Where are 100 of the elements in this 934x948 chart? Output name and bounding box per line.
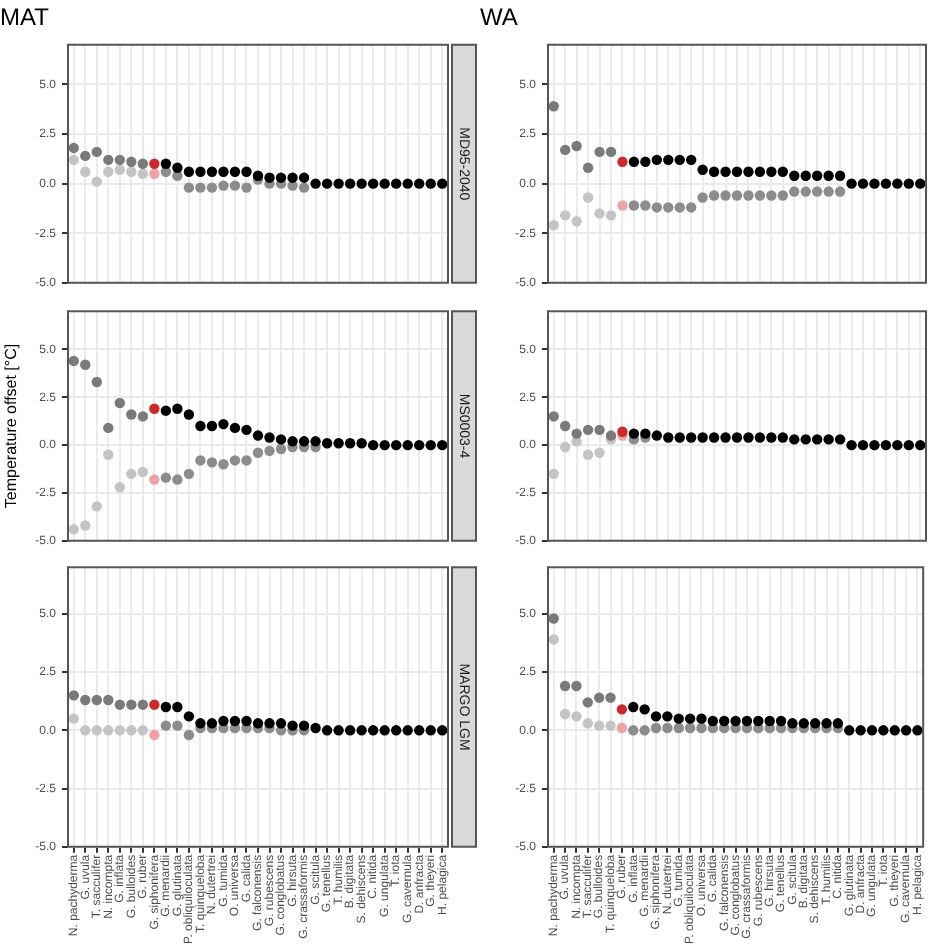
point xyxy=(582,192,594,203)
point xyxy=(275,443,287,454)
point xyxy=(559,709,571,720)
point xyxy=(696,723,707,734)
point xyxy=(298,721,310,732)
point xyxy=(582,718,593,730)
point xyxy=(91,376,102,387)
point xyxy=(195,182,206,193)
point xyxy=(103,695,114,706)
point xyxy=(892,439,903,450)
point xyxy=(114,725,126,737)
point xyxy=(800,186,811,197)
point xyxy=(640,156,651,168)
point xyxy=(103,725,114,737)
point xyxy=(663,431,674,442)
point xyxy=(114,700,126,711)
point xyxy=(628,725,639,737)
point xyxy=(218,166,229,177)
point xyxy=(137,158,149,169)
point xyxy=(651,429,663,441)
point xyxy=(356,437,367,448)
point xyxy=(390,725,402,737)
point xyxy=(80,150,91,162)
point xyxy=(605,146,617,158)
point xyxy=(137,466,149,477)
point xyxy=(229,166,241,177)
point xyxy=(379,178,390,189)
point xyxy=(114,164,126,175)
point xyxy=(789,170,800,181)
point xyxy=(674,154,685,166)
point xyxy=(287,721,298,732)
point xyxy=(310,723,321,734)
point xyxy=(571,681,582,692)
point xyxy=(628,156,640,168)
point xyxy=(754,166,766,177)
point xyxy=(172,721,183,732)
point xyxy=(832,718,844,730)
point xyxy=(616,723,628,734)
point xyxy=(68,142,79,154)
point xyxy=(559,441,571,452)
point xyxy=(183,182,195,193)
point xyxy=(789,433,800,444)
point xyxy=(149,402,160,414)
point xyxy=(809,718,821,730)
point xyxy=(617,156,628,168)
point xyxy=(639,704,650,716)
point xyxy=(229,716,241,727)
point xyxy=(605,210,617,221)
point xyxy=(149,730,160,741)
point xyxy=(777,431,789,442)
point xyxy=(68,714,79,725)
point xyxy=(720,431,731,442)
point xyxy=(126,166,137,177)
point xyxy=(889,725,900,737)
point xyxy=(548,220,559,231)
point xyxy=(298,172,310,183)
point xyxy=(651,202,663,213)
point xyxy=(218,458,229,469)
point xyxy=(559,210,571,221)
point xyxy=(172,473,183,485)
point xyxy=(241,182,252,193)
point xyxy=(195,718,206,730)
point xyxy=(912,725,923,737)
point xyxy=(275,433,287,444)
point xyxy=(390,439,402,450)
point xyxy=(900,725,912,737)
point xyxy=(333,178,344,189)
point xyxy=(720,166,731,177)
point xyxy=(321,178,333,189)
point xyxy=(708,431,720,442)
point xyxy=(160,721,172,732)
point xyxy=(708,190,720,201)
point xyxy=(915,439,926,450)
point xyxy=(241,454,252,465)
point xyxy=(548,613,559,625)
point xyxy=(593,693,605,704)
point xyxy=(743,166,754,177)
y-axis-title: Temperature offset [°C] xyxy=(2,343,21,508)
point xyxy=(379,725,390,737)
point xyxy=(367,725,379,737)
point xyxy=(275,172,287,183)
point xyxy=(571,216,582,227)
point xyxy=(731,431,743,442)
point xyxy=(91,695,102,706)
point xyxy=(754,190,766,201)
point xyxy=(582,162,594,173)
point xyxy=(857,439,869,450)
point xyxy=(91,725,102,737)
point xyxy=(264,431,275,442)
point xyxy=(437,725,448,737)
point xyxy=(731,190,743,201)
point xyxy=(707,716,719,727)
point xyxy=(663,202,674,213)
point xyxy=(766,166,777,177)
point xyxy=(673,723,684,734)
point xyxy=(800,433,811,444)
point xyxy=(674,431,685,442)
point xyxy=(183,408,195,420)
point xyxy=(264,718,275,730)
point xyxy=(310,435,321,446)
